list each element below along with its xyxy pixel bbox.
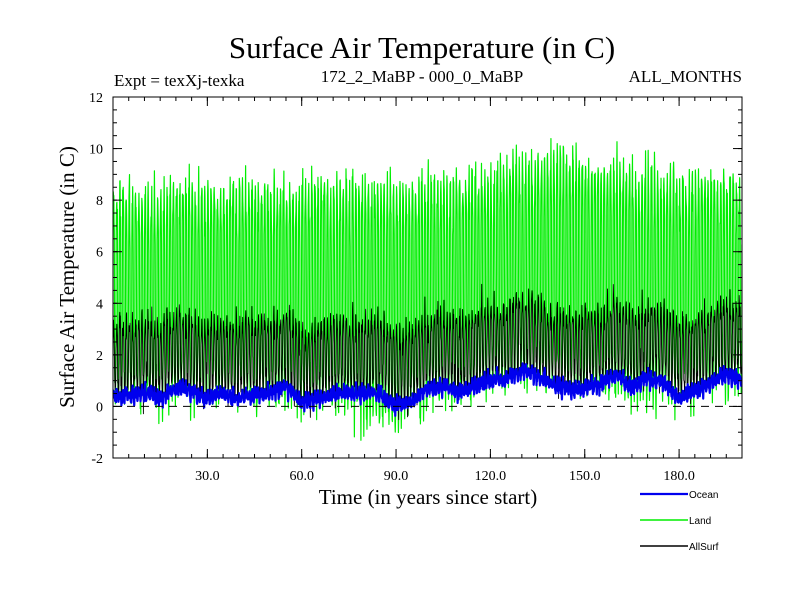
y-axis-label: Surface Air Temperature (in C) bbox=[55, 146, 79, 408]
legend: Ocean Land AllSurf bbox=[640, 490, 719, 553]
x-tick-label: 90.0 bbox=[384, 469, 409, 484]
y-tick-label: 12 bbox=[89, 91, 103, 106]
y-tick-label: -2 bbox=[91, 452, 103, 467]
x-tick-label: 150.0 bbox=[569, 469, 601, 484]
x-axis: 30.0 60.0 90.0 120.0 150.0 180.0 bbox=[112, 97, 743, 484]
x-axis-label: Time (in years since start) bbox=[319, 485, 538, 509]
x-tick-label: 60.0 bbox=[289, 469, 314, 484]
months-label: ALL_MONTHS bbox=[629, 67, 742, 86]
y-tick-label: 10 bbox=[89, 143, 103, 158]
legend-label-ocean: Ocean bbox=[689, 490, 718, 501]
y-tick-label: 2 bbox=[96, 349, 103, 364]
y-tick-label: 0 bbox=[96, 400, 103, 415]
series-ocean bbox=[113, 362, 742, 417]
chart-title: Surface Air Temperature (in C) bbox=[229, 30, 615, 65]
y-tick-label: 8 bbox=[96, 194, 103, 209]
x-tick-label: 180.0 bbox=[663, 469, 695, 484]
ocean-series-line bbox=[113, 362, 742, 417]
y-tick-label: 6 bbox=[96, 246, 103, 261]
allsurf-series-line bbox=[113, 283, 742, 421]
experiment-label: Expt = texXj-texka bbox=[114, 71, 245, 90]
legend-label-allsurf: AllSurf bbox=[689, 542, 719, 553]
comparison-label: 172_2_MaBP - 000_0_MaBP bbox=[321, 67, 523, 86]
x-tick-label: 120.0 bbox=[475, 469, 507, 484]
series-allsurf bbox=[113, 283, 742, 421]
y-axis: -2 0 2 4 6 8 10 12 bbox=[89, 91, 742, 467]
y-tick-label: 4 bbox=[96, 297, 103, 312]
legend-label-land: Land bbox=[689, 516, 711, 527]
x-tick-label: 30.0 bbox=[195, 469, 220, 484]
